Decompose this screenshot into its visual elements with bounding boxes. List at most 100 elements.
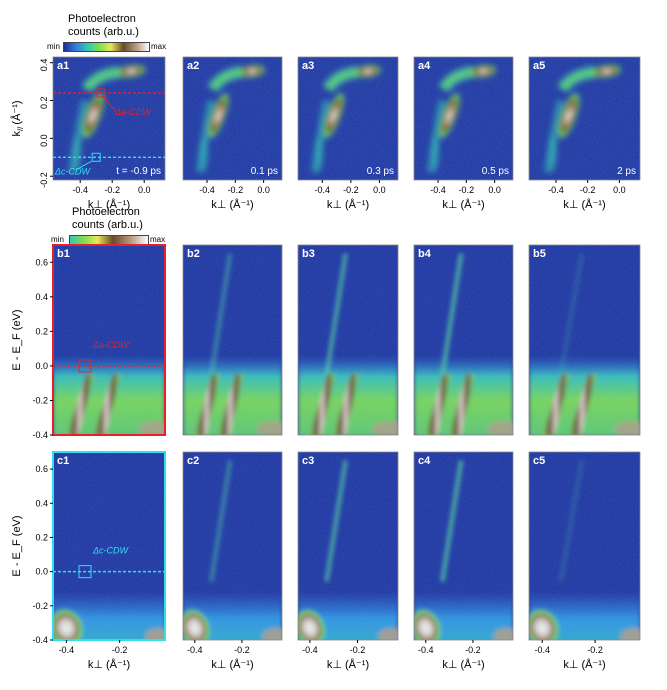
panel-a3 xyxy=(297,56,399,183)
x-axis-label: k⊥ (Å⁻¹) xyxy=(211,198,253,211)
colorbar-top-max: max xyxy=(151,42,167,51)
panel-label-b3: b3 xyxy=(302,248,315,260)
x-tick-label: -0.2 xyxy=(350,645,366,655)
panel-label-c2: c2 xyxy=(187,455,199,467)
x-tick-label: 0.0 xyxy=(138,185,151,195)
y-tick-label: 0.4 xyxy=(39,59,49,72)
noise-overlay xyxy=(414,245,513,435)
y-tick-label: 0.0 xyxy=(35,567,48,577)
panel-label-a5: a5 xyxy=(533,60,545,72)
panel-b4 xyxy=(413,244,514,436)
x-axis-label: k⊥ (Å⁻¹) xyxy=(442,198,484,211)
fermi-surface xyxy=(68,64,147,173)
y-axis-label-a: k// (Å⁻¹) xyxy=(10,100,25,136)
x-tick-label: -0.2 xyxy=(234,645,250,655)
panel-label-b1: b1 xyxy=(57,248,70,260)
gap-box xyxy=(78,565,92,579)
x-tick-label: -0.4 xyxy=(187,645,203,655)
panel-label-c3: c3 xyxy=(302,455,314,467)
panel-label-a1: a1 xyxy=(57,60,69,72)
panel-a5 xyxy=(528,56,641,183)
colorbar-top-title: Photoelectron counts (arb.u.) xyxy=(68,13,139,39)
colorbar-top-title-line2: counts (arb.u.) xyxy=(68,26,139,38)
panels-group xyxy=(50,56,641,643)
time-label-a2: 0.1 ps xyxy=(251,166,278,177)
labels-group: a1 t = -0.9 ps -0.4 -0.2 0.0 k⊥ (Å⁻¹) 0.4 0.2 0.… xyxy=(10,59,636,671)
x-axis-label: k⊥ (Å⁻¹) xyxy=(88,658,130,671)
x-tick-label: 0.0 xyxy=(373,185,386,195)
panel-frame xyxy=(528,56,641,181)
panel-c2 xyxy=(182,451,283,643)
c-cdw-box xyxy=(91,152,101,162)
x-tick-label: -0.2 xyxy=(112,645,128,655)
x-tick-label: -0.2 xyxy=(465,645,481,655)
x-tick-label: -0.4 xyxy=(534,645,550,655)
panel-frame xyxy=(413,244,514,436)
noise-overlay xyxy=(183,245,282,435)
y-axis-label-a-sub: // xyxy=(16,126,25,131)
colorbar-mid-title: Photoelectron counts (arb.u.) xyxy=(72,206,143,232)
panel-label-b5: b5 xyxy=(533,248,546,260)
panel-b2 xyxy=(182,244,283,436)
x-tick-label: -0.4 xyxy=(302,645,318,655)
fermi-surface xyxy=(311,64,382,173)
x-axis-label: k⊥ (Å⁻¹) xyxy=(211,658,253,671)
panel-frame xyxy=(182,451,283,641)
panel-frame xyxy=(528,244,641,436)
x-tick-label: -0.4 xyxy=(418,645,434,655)
panel-label-a4: a4 xyxy=(418,60,431,72)
panel-c3 xyxy=(297,451,399,643)
panel-frame xyxy=(182,56,283,181)
panel-c1 xyxy=(50,451,166,643)
colorbar-mid-min: min xyxy=(51,235,64,244)
panel-frame xyxy=(297,451,399,641)
y-axis-label-a-k: k xyxy=(11,131,23,137)
panel-label-c4: c4 xyxy=(418,455,431,467)
y-tick-label: 0.2 xyxy=(39,97,49,110)
panel-label-c1: c1 xyxy=(57,455,69,467)
x-tick-label: 0.0 xyxy=(613,185,626,195)
noise-overlay xyxy=(53,452,165,640)
y-tick-label: 0.4 xyxy=(35,292,48,302)
panel-b3 xyxy=(297,244,399,436)
colorbar-mid-max: max xyxy=(150,235,166,244)
panel-label-b4: b4 xyxy=(418,248,432,260)
time-label-a4: 0.5 ps xyxy=(482,166,509,177)
panel-label-a3: a3 xyxy=(302,60,314,72)
a-cdw-arrow xyxy=(103,97,116,112)
panel-c4 xyxy=(413,451,514,643)
panel-b5 xyxy=(528,244,641,436)
y-tick-label: -0.4 xyxy=(32,430,48,440)
x-tick-label: -0.4 xyxy=(315,185,331,195)
x-tick-label: -0.4 xyxy=(548,185,564,195)
x-axis-label: k⊥ (Å⁻¹) xyxy=(327,658,369,671)
colorbar-mid-title-line2: counts (arb.u.) xyxy=(72,219,143,231)
x-axis-label: k⊥ (Å⁻¹) xyxy=(327,198,369,211)
colorbar-top-min: min xyxy=(47,42,60,51)
x-tick-label: -0.2 xyxy=(104,185,120,195)
time-label-a3: 0.3 ps xyxy=(367,166,394,177)
noise-overlay xyxy=(53,245,165,435)
y-axis-label-a-unit: (Å⁻¹) xyxy=(10,100,23,124)
y-tick-label: -0.2 xyxy=(32,395,48,405)
panel-frame xyxy=(413,56,514,181)
x-axis-label: k⊥ (Å⁻¹) xyxy=(88,198,130,211)
panel-frame xyxy=(52,56,166,181)
panel-c5 xyxy=(528,451,641,643)
x-tick-label: -0.2 xyxy=(228,185,244,195)
x-tick-label: -0.2 xyxy=(343,185,359,195)
a-cdw-box xyxy=(96,88,106,98)
gap-annotation: Δa-CDW xyxy=(92,340,130,350)
x-tick-label: 0.0 xyxy=(257,185,270,195)
panel-label-c5: c5 xyxy=(533,455,545,467)
panel-a2 xyxy=(182,56,283,183)
colorbar-top-title-line1: Photoelectron xyxy=(68,13,136,25)
y-tick-label: 0.0 xyxy=(35,361,48,371)
panel-frame xyxy=(52,244,166,436)
y-tick-label: 0.0 xyxy=(39,134,49,147)
time-label-a1: t = -0.9 ps xyxy=(116,166,161,177)
panel-frame xyxy=(182,244,283,436)
y-tick-label: -0.2 xyxy=(32,601,48,611)
y-axis-label-b: E - E_F (eV) xyxy=(11,309,23,370)
